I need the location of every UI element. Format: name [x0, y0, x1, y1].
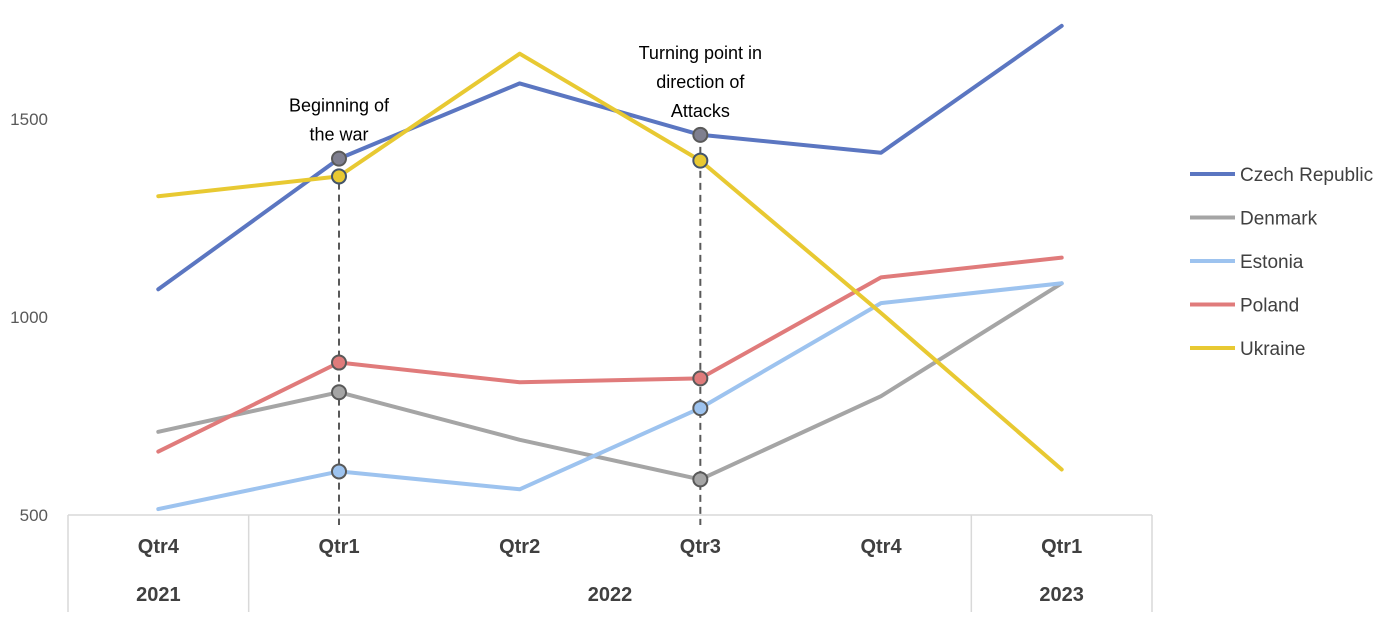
legend-label: Estonia	[1240, 252, 1304, 273]
data-marker	[331, 150, 347, 167]
series-line-ukraine	[156, 51, 1064, 472]
x-tick-label: Qtr2	[499, 536, 540, 558]
data-marker	[331, 168, 347, 185]
y-tick-label: 500	[20, 506, 48, 525]
data-marker	[331, 384, 347, 401]
annotation-text: direction of	[656, 72, 745, 92]
y-tick-label: 1500	[10, 110, 48, 129]
x-tick-label: Qtr1	[318, 536, 359, 558]
annotation-text: the war	[309, 125, 368, 145]
legend-label: Denmark	[1240, 209, 1318, 230]
year-label: 2022	[588, 584, 633, 606]
y-tick-label: 1000	[10, 308, 48, 327]
data-marker	[331, 463, 347, 480]
annotation-text: Beginning of	[289, 96, 390, 116]
x-tick-label: Qtr3	[680, 536, 721, 558]
series-line-czech-republic	[156, 23, 1064, 292]
year-label: 2023	[1039, 584, 1084, 606]
data-marker	[692, 471, 709, 488]
annotation-text: Turning point in	[639, 43, 762, 63]
legend-label: Czech Republic	[1240, 165, 1373, 186]
series-line-estonia	[156, 281, 1064, 512]
x-tick-label: Qtr4	[860, 536, 902, 558]
data-marker	[692, 400, 709, 417]
data-marker	[331, 354, 347, 371]
data-marker	[692, 370, 709, 387]
series-line-denmark	[156, 281, 1064, 482]
series-line-poland	[156, 255, 1064, 454]
x-tick-label: Qtr1	[1041, 536, 1082, 558]
legend-label: Poland	[1240, 296, 1299, 317]
legend-label: Ukraine	[1240, 339, 1305, 360]
data-marker	[692, 126, 709, 143]
year-label: 2021	[136, 584, 181, 606]
data-marker	[692, 152, 709, 169]
x-tick-label: Qtr4	[138, 536, 180, 558]
annotation-text: Attacks	[671, 101, 730, 121]
